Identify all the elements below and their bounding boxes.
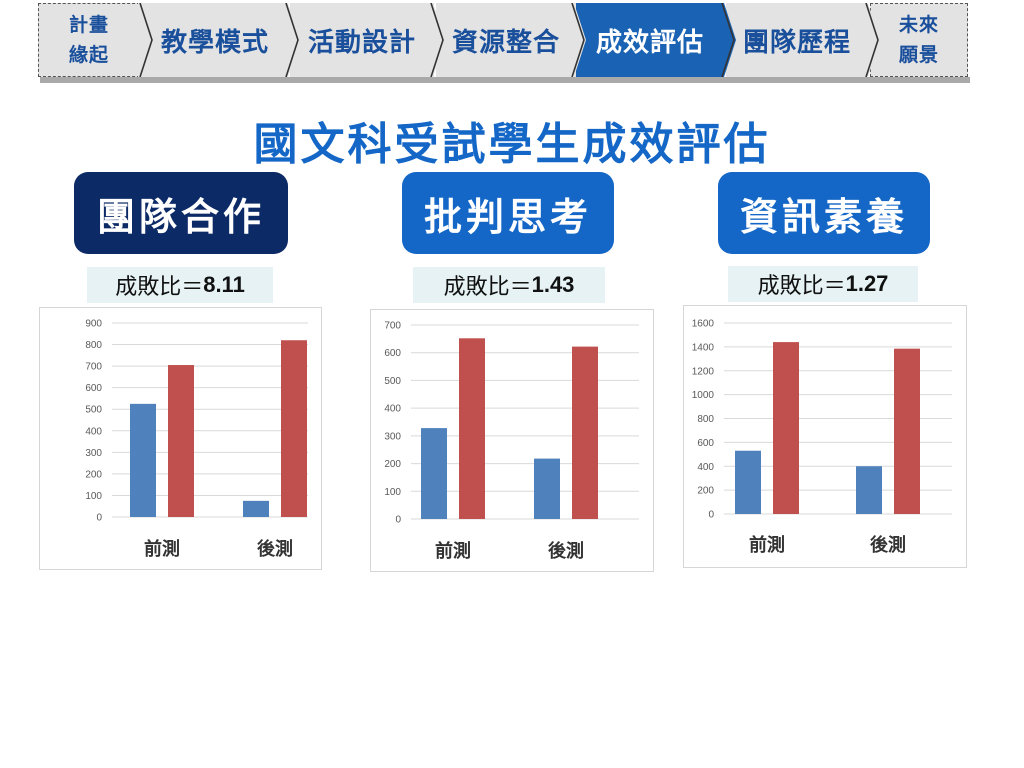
- bar-blue-post: [856, 466, 882, 514]
- ratio-info-literacy: 成敗比＝ 1.27: [728, 266, 918, 302]
- bar-blue-pre: [130, 403, 156, 517]
- y-tick-label: 300: [85, 448, 102, 459]
- ratio-critical-thinking: 成敗比＝ 1.43: [413, 267, 605, 303]
- bar-red-pre: [459, 338, 485, 519]
- y-tick-label: 1400: [692, 342, 715, 353]
- y-tick-label: 0: [96, 513, 102, 524]
- nav-tab-activity-design-label: 活動設計: [307, 27, 416, 58]
- y-tick-label: 600: [85, 383, 102, 394]
- ratio-info-literacy-label: 成敗比＝: [757, 274, 846, 299]
- section-heading-info-literacy: 資訊素養: [718, 172, 930, 254]
- nav-chevron-5: [720, 3, 736, 77]
- chart-info-literacy: 0 200 400 600 800 1000 1200 1400 1600 前測 後測: [683, 305, 967, 568]
- y-tick-label: 800: [85, 340, 102, 351]
- nav-shadow: [40, 77, 970, 83]
- nav-tab-team-history[interactable]: 團隊歷程: [726, 3, 868, 77]
- chart-teamwork: 0 100 200 300 400 500 600 700 800 900 前測 後測: [39, 307, 322, 570]
- y-tick-label: 700: [384, 321, 401, 332]
- y-tick-label: 700: [85, 362, 102, 373]
- nav-tab-origin[interactable]: 計畫 緣起: [38, 3, 140, 77]
- bar-red-pre: [168, 365, 194, 517]
- y-tick-label: 400: [85, 426, 102, 437]
- bar-red-post: [894, 348, 920, 514]
- top-nav: 計畫緣起 教學模式 活動設計 資源整合 成效評估 團隊歷程 未來願景: [38, 3, 970, 83]
- bar-red-post: [281, 340, 307, 517]
- nav-tab-team-history-label: 團隊歷程: [742, 27, 851, 58]
- y-tick-label: 200: [85, 469, 102, 480]
- ratio-teamwork: 成敗比＝ 8.11: [87, 267, 273, 303]
- nav-tab-resources[interactable]: 資源整合: [436, 3, 576, 77]
- y-tick-label: 900: [85, 319, 102, 330]
- x-category-label: 後測: [870, 534, 906, 556]
- bar-blue-pre: [735, 450, 761, 514]
- y-tick-label: 400: [384, 404, 401, 415]
- section-heading-critical-thinking: 批判思考: [402, 172, 614, 254]
- nav-chevron-4: [570, 3, 586, 77]
- x-category-label: 後測: [548, 540, 584, 562]
- nav-chevron-3: [429, 3, 445, 77]
- chart-teamwork-svg: 0 100 200 300 400 500 600 700 800 900 前測 後測: [85, 319, 308, 560]
- y-tick-label: 600: [384, 348, 401, 359]
- y-tick-label: 1200: [692, 366, 715, 377]
- nav-tab-future-line1: 未來: [898, 14, 939, 36]
- chart-critical-thinking: 0 100 200 300 400 500 600 700 前測 後測: [370, 309, 654, 572]
- nav-tab-teaching-model-label: 教學模式: [160, 27, 269, 58]
- nav-tab-activity-design[interactable]: 活動設計: [290, 3, 434, 77]
- y-tick-label: 0: [395, 515, 401, 526]
- chart-info-literacy-svg: 0 200 400 600 800 1000 1200 1400 1600 前測 後測: [692, 319, 952, 556]
- nav-tab-teaching-model[interactable]: 教學模式: [142, 3, 288, 77]
- x-category-label: 後測: [257, 538, 293, 560]
- nav-tab-evaluation[interactable]: 成效評估: [576, 3, 724, 77]
- bar-blue-post: [243, 500, 269, 517]
- ratio-critical-thinking-label: 成敗比＝: [443, 275, 532, 300]
- ratio-teamwork-value: 8.11: [203, 272, 245, 297]
- y-tick-label: 300: [384, 431, 401, 442]
- y-tick-label: 500: [384, 376, 401, 387]
- nav-chevron-1: [138, 3, 154, 77]
- nav-tab-evaluation-label: 成效評估: [595, 27, 704, 58]
- x-category-label: 前測: [435, 540, 471, 562]
- y-tick-label: 200: [697, 486, 714, 497]
- y-tick-label: 100: [85, 491, 102, 502]
- nav-tab-future-line2: 願景: [898, 44, 939, 66]
- bar-red-pre: [773, 342, 799, 514]
- section-heading-teamwork: 團隊合作: [74, 172, 288, 254]
- chart-critical-thinking-svg: 0 100 200 300 400 500 600 700 前測 後測: [384, 321, 639, 562]
- nav-chevron-6: [864, 3, 880, 77]
- x-category-label: 前測: [144, 538, 180, 560]
- nav-tab-origin-line1: 計畫: [68, 14, 109, 36]
- ratio-teamwork-label: 成敗比＝: [115, 275, 204, 300]
- nav-tab-origin-line2: 緣起: [68, 44, 109, 66]
- y-tick-label: 400: [697, 462, 714, 473]
- y-tick-label: 1000: [692, 390, 715, 401]
- ratio-info-literacy-value: 1.27: [845, 271, 889, 296]
- bar-red-post: [572, 346, 598, 519]
- bar-blue-pre: [421, 428, 447, 519]
- y-tick-label: 1600: [692, 319, 715, 330]
- y-tick-label: 800: [697, 414, 714, 425]
- y-tick-label: 0: [708, 510, 714, 521]
- ratio-critical-thinking-value: 1.43: [531, 272, 575, 297]
- nav-tab-future[interactable]: 未來 願景: [870, 3, 968, 77]
- y-tick-label: 100: [384, 487, 401, 498]
- y-tick-label: 500: [85, 405, 102, 416]
- bar-blue-post: [534, 458, 560, 519]
- nav-chevron-2: [284, 3, 300, 77]
- nav-tab-resources-label: 資源整合: [451, 27, 560, 58]
- x-category-label: 前測: [749, 534, 785, 556]
- y-tick-label: 600: [697, 438, 714, 449]
- y-tick-label: 200: [384, 459, 401, 470]
- page-title: 國文科受試學生成效評估: [253, 119, 771, 170]
